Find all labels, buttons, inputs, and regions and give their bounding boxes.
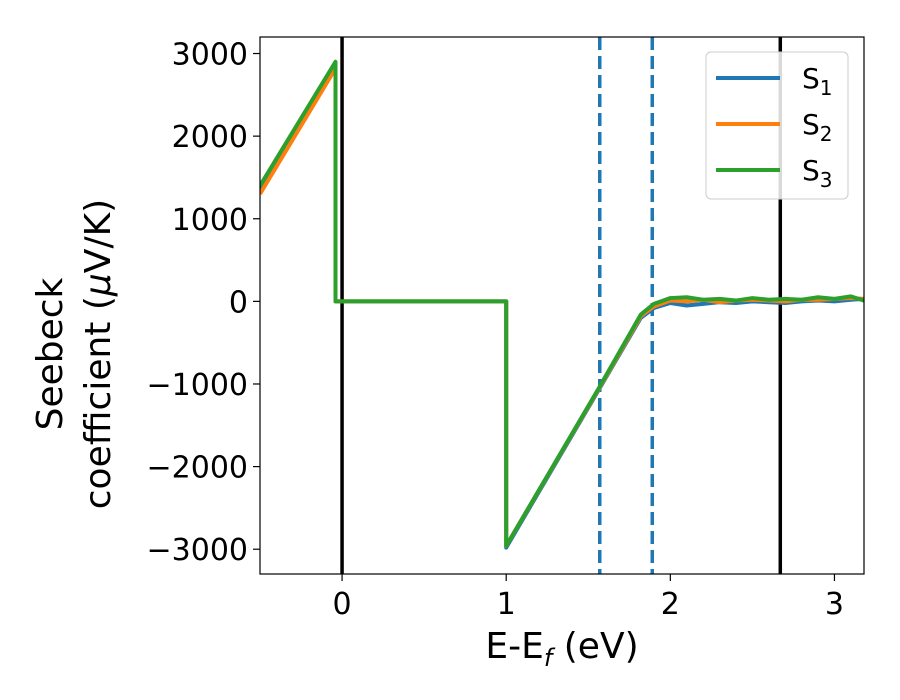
legend-label-2: S2 [802,108,833,146]
y-tick-label: −1000 [147,368,248,403]
y-axis-label-line2: coefficient (μV/K) [78,199,119,509]
legend: S1 S2 S3 [705,51,849,200]
y-tick-label: −3000 [147,533,248,568]
x-axis-label-unit: (eV) [552,626,638,667]
y-axis-label-line1: Seebeck [30,277,71,430]
y-tick-label: 0 [229,285,248,320]
x-axis-label: E-Ef (eV) [485,626,638,672]
y-tick-label: 1000 [172,203,248,238]
y-tick-label: 2000 [172,120,248,155]
x-tick-label: 0 [333,587,352,622]
y-tick-label: 3000 [172,38,248,73]
legend-label-1: S1 [802,62,833,100]
x-tick-label: 1 [497,587,516,622]
x-tick-label: 2 [661,587,680,622]
y-tick-label: −2000 [147,451,248,486]
y-axis-label: Seebeck coefficient (μV/K) [30,199,119,509]
x-axis: 0 1 2 3 [333,574,844,622]
y-axis: −3000 −2000 −1000 0 1000 2000 3000 [147,38,260,568]
series-line-3 [260,59,864,548]
plot-frame [259,36,865,575]
legend-label-3: S3 [802,154,833,192]
series-lines [260,59,864,550]
x-tick-label: 3 [825,587,844,622]
